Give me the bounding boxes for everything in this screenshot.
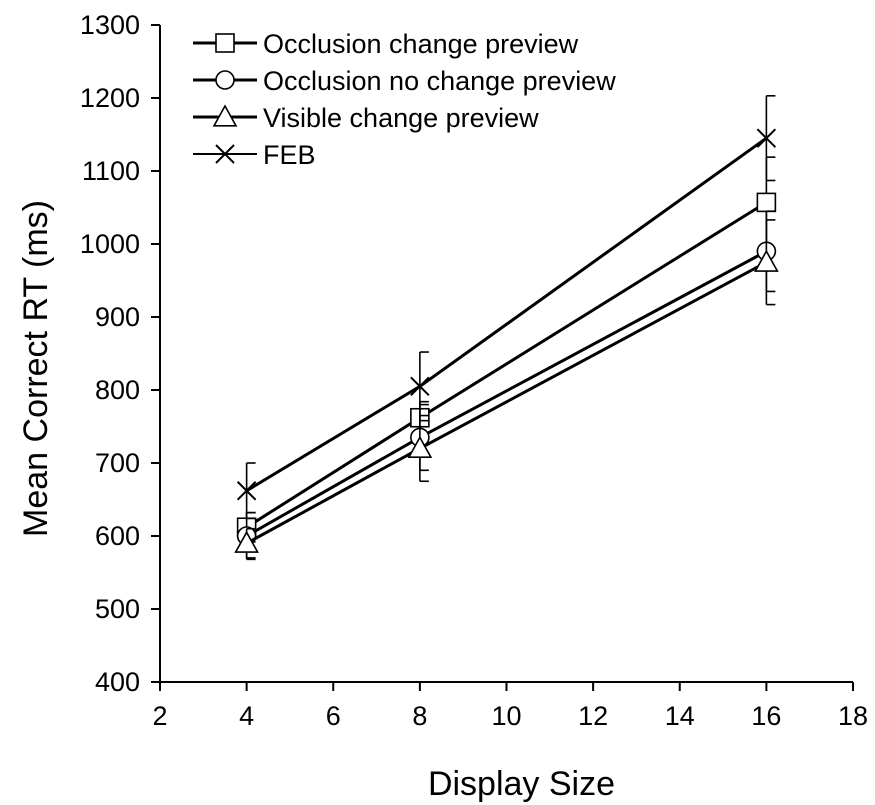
legend-label: FEB [263,140,316,170]
series-line [245,201,768,529]
series-group [234,95,779,561]
series-x [236,95,777,520]
series-triangle [234,219,779,559]
y-tick-label: 1300 [80,10,140,40]
y-axis-title: Mean Correct RT (ms) [17,200,55,537]
legend-marker-square [215,33,235,53]
y-tick-label: 1000 [80,229,140,259]
x-tick-label: 12 [578,701,608,731]
legend-item: Visible change preview [193,103,539,133]
x-axis-title: Display Size [428,765,615,803]
data-point-square [756,192,777,213]
x-tick-label: 14 [665,701,695,731]
legend-label: Occlusion change preview [263,29,579,59]
x-tick-label: 10 [491,701,521,731]
legend-marker-circle [215,70,235,90]
y-tick-label: 700 [95,448,140,478]
y-tick-label: 400 [95,667,140,697]
y-tick-label: 1100 [82,156,140,186]
y-tick-label: 600 [95,521,140,551]
tick-marks: 400 500 600 700 800 900 1000 1100 1200 1300 2 4 6 8 10… [80,10,868,731]
x-tick-label: 18 [838,701,868,731]
legend-label: Occlusion no change preview [263,66,616,96]
y-tick-label: 900 [95,302,140,332]
data-point-x [756,128,777,148]
series-line [245,260,768,545]
x-tick-label: 6 [326,701,341,731]
x-tick-label: 8 [412,701,427,731]
series-line [245,249,768,538]
x-tick-label: 2 [152,701,167,731]
x-tick-label: 16 [751,701,781,731]
y-tick-label: 1200 [80,83,140,113]
legend-item: FEB [193,140,316,170]
legend-marker-x [215,144,235,164]
x-tick-label: 4 [239,701,254,731]
data-point-triangle [754,249,779,272]
legend-item: Occlusion no change preview [193,66,616,96]
legend: Occlusion change preview Occlusion no cha… [193,29,616,170]
data-point-triangle [234,530,259,553]
legend-label: Visible change preview [263,103,539,133]
legend-marker-triangle [212,104,238,127]
series-circle [236,210,777,561]
series-line [245,136,768,493]
series-square [236,156,777,543]
y-tick-label: 800 [95,375,140,405]
data-point-triangle [407,435,433,459]
y-tick-label: 500 [95,594,140,624]
data-point-x [410,376,430,397]
legend-item: Occlusion change preview [193,29,579,59]
data-point-x [236,481,257,501]
